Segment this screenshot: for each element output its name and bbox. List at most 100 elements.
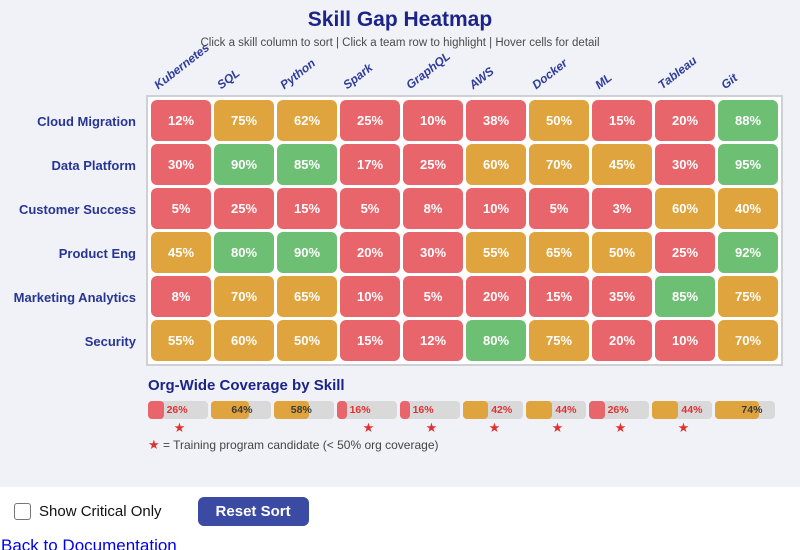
cell-product-eng-sql[interactable]: 80%: [214, 232, 274, 273]
cell-data-platform-aws[interactable]: 60%: [466, 144, 526, 185]
column-header-tableau[interactable]: Tableau: [655, 53, 700, 92]
cell-security-spark[interactable]: 15%: [340, 320, 400, 361]
coverage-bar-value: 42%: [491, 404, 513, 416]
reset-sort-button[interactable]: Reset Sort: [197, 497, 309, 526]
coverage-bar-value: 26%: [607, 404, 629, 416]
cell-cloud-migration-aws[interactable]: 38%: [466, 100, 526, 141]
row-label-product-eng[interactable]: Product Eng: [58, 245, 136, 261]
cell-security-docker[interactable]: 75%: [529, 320, 589, 361]
coverage-bar-value: 26%: [166, 404, 188, 416]
cell-security-graphql[interactable]: 12%: [403, 320, 463, 361]
coverage-legend: ★ = Training program candidate (< 50% or…: [148, 437, 788, 453]
cell-customer-success-tableau[interactable]: 60%: [655, 188, 715, 229]
column-header-kubernetes[interactable]: Kubernetes: [151, 40, 213, 92]
column-header-aws[interactable]: AWS: [466, 64, 497, 92]
coverage-bar-kubernetes: 26%: [148, 401, 208, 419]
coverage-bar-value: 16%: [412, 404, 434, 416]
cell-customer-success-aws[interactable]: 10%: [466, 188, 526, 229]
page-subtitle: Click a skill column to sort | Click a t…: [200, 37, 600, 49]
cell-cloud-migration-graphql[interactable]: 10%: [403, 100, 463, 141]
cell-product-eng-git[interactable]: 92%: [718, 232, 778, 273]
star-slot-empty: [211, 420, 274, 436]
cell-customer-success-ml[interactable]: 3%: [592, 188, 652, 229]
heatmap-grid: 12% 75% 62% 25% 10% 38% 50% 15% 20% 88% 30% 90% 85% 1…: [146, 95, 783, 366]
cell-product-eng-aws[interactable]: 55%: [466, 232, 526, 273]
cell-product-eng-ml[interactable]: 50%: [592, 232, 652, 273]
cell-security-git[interactable]: 70%: [718, 320, 778, 361]
cell-security-ml[interactable]: 20%: [592, 320, 652, 361]
cell-customer-success-kubernetes[interactable]: 5%: [151, 188, 211, 229]
cell-product-eng-docker[interactable]: 65%: [529, 232, 589, 273]
coverage-bar-fill: [715, 401, 760, 419]
cell-security-sql[interactable]: 60%: [214, 320, 274, 361]
row-label-security[interactable]: Security: [84, 333, 136, 349]
column-header-python[interactable]: Python: [277, 55, 319, 92]
cell-data-platform-git[interactable]: 95%: [718, 144, 778, 185]
controls-bar: Show Critical Only Reset Sort: [0, 497, 800, 526]
cell-customer-success-docker[interactable]: 5%: [529, 188, 589, 229]
column-header-docker[interactable]: Docker: [529, 55, 571, 92]
cell-data-platform-docker[interactable]: 70%: [529, 144, 589, 185]
cell-marketing-analytics-graphql[interactable]: 5%: [403, 276, 463, 317]
cell-product-eng-spark[interactable]: 20%: [340, 232, 400, 273]
coverage-bar-value: 44%: [555, 404, 577, 416]
cell-cloud-migration-kubernetes[interactable]: 12%: [151, 100, 211, 141]
cell-data-platform-sql[interactable]: 90%: [214, 144, 274, 185]
cell-customer-success-spark[interactable]: 5%: [340, 188, 400, 229]
cell-marketing-analytics-spark[interactable]: 10%: [340, 276, 400, 317]
cell-cloud-migration-docker[interactable]: 50%: [529, 100, 589, 141]
column-header-git[interactable]: Git: [718, 70, 741, 92]
cell-product-eng-graphql[interactable]: 30%: [403, 232, 463, 273]
cell-marketing-analytics-tableau[interactable]: 85%: [655, 276, 715, 317]
cell-customer-success-sql[interactable]: 25%: [214, 188, 274, 229]
cell-data-platform-ml[interactable]: 45%: [592, 144, 652, 185]
cell-product-eng-tableau[interactable]: 25%: [655, 232, 715, 273]
cell-marketing-analytics-python[interactable]: 65%: [277, 276, 337, 317]
cell-marketing-analytics-sql[interactable]: 70%: [214, 276, 274, 317]
cell-marketing-analytics-docker[interactable]: 15%: [529, 276, 589, 317]
cell-marketing-analytics-ml[interactable]: 35%: [592, 276, 652, 317]
cell-marketing-analytics-aws[interactable]: 20%: [466, 276, 526, 317]
cell-marketing-analytics-kubernetes[interactable]: 8%: [151, 276, 211, 317]
column-header-sql[interactable]: SQL: [214, 65, 243, 92]
cell-cloud-migration-spark[interactable]: 25%: [340, 100, 400, 141]
column-header-ml[interactable]: ML: [592, 70, 615, 92]
cell-cloud-migration-python[interactable]: 62%: [277, 100, 337, 141]
coverage-bar-fill: [463, 401, 489, 419]
show-critical-checkbox[interactable]: [14, 503, 31, 520]
cell-security-kubernetes[interactable]: 55%: [151, 320, 211, 361]
cell-data-platform-graphql[interactable]: 25%: [403, 144, 463, 185]
cell-customer-success-graphql[interactable]: 8%: [403, 188, 463, 229]
column-header-graphql[interactable]: GraphQL: [403, 48, 453, 92]
cell-security-tableau[interactable]: 10%: [655, 320, 715, 361]
star-slot-empty: [274, 420, 337, 436]
cell-data-platform-tableau[interactable]: 30%: [655, 144, 715, 185]
coverage-bar-ml: 26%: [589, 401, 649, 419]
cell-cloud-migration-sql[interactable]: 75%: [214, 100, 274, 141]
cell-marketing-analytics-git[interactable]: 75%: [718, 276, 778, 317]
training-candidate-star-icon: ★: [677, 420, 690, 435]
cell-product-eng-kubernetes[interactable]: 45%: [151, 232, 211, 273]
cell-cloud-migration-ml[interactable]: 15%: [592, 100, 652, 141]
cell-data-platform-spark[interactable]: 17%: [340, 144, 400, 185]
cell-cloud-migration-tableau[interactable]: 20%: [655, 100, 715, 141]
coverage-bar-sql: 64%: [211, 401, 271, 419]
cell-data-platform-python[interactable]: 85%: [277, 144, 337, 185]
row-labels: Cloud Migration Data Platform Customer Suc…: [0, 95, 146, 366]
row-label-customer-success[interactable]: Customer Success: [18, 201, 136, 217]
back-to-documentation-link[interactable]: Back to Documentation: [1, 536, 177, 550]
cell-data-platform-kubernetes[interactable]: 30%: [151, 144, 211, 185]
cell-customer-success-git[interactable]: 40%: [718, 188, 778, 229]
cell-product-eng-python[interactable]: 90%: [277, 232, 337, 273]
cell-security-aws[interactable]: 80%: [466, 320, 526, 361]
coverage-stars: ★ ★ ★ ★ ★ ★ ★: [148, 420, 788, 436]
row-label-cloud-migration[interactable]: Cloud Migration: [37, 113, 136, 129]
column-header-spark[interactable]: Spark: [340, 60, 376, 92]
cell-cloud-migration-git[interactable]: 88%: [718, 100, 778, 141]
cell-customer-success-python[interactable]: 15%: [277, 188, 337, 229]
row-label-data-platform[interactable]: Data Platform: [51, 157, 136, 173]
cell-security-python[interactable]: 50%: [277, 320, 337, 361]
row-label-marketing-analytics[interactable]: Marketing Analytics: [13, 289, 136, 305]
coverage-legend-text: = Training program candidate (< 50% org …: [163, 438, 439, 452]
coverage-bar-fill: [589, 401, 605, 419]
